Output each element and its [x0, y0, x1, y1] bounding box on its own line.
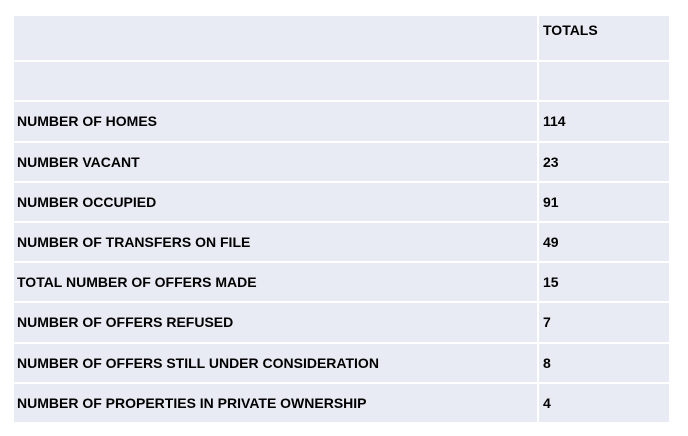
housing-statistics-table: TOTALS NUMBER OF HOMES 114 NUMBER VACANT…	[14, 14, 669, 424]
table-row: NUMBER OF OFFERS STILL UNDER CONSIDERATI…	[14, 343, 669, 382]
row-label: NUMBER VACANT	[14, 142, 539, 181]
row-value: 91	[539, 182, 669, 221]
row-label: NUMBER OF OFFERS REFUSED	[14, 303, 539, 342]
table-row	[14, 62, 669, 101]
row-label: NUMBER OF TRANSFERS ON FILE	[14, 222, 539, 262]
row-label: NUMBER OF PROPERTIES IN PRIVATE OWNERSHI…	[14, 383, 539, 422]
row-value: 7	[539, 303, 669, 342]
totals-header: TOTALS	[539, 16, 669, 61]
table-row: TOTAL NUMBER OF OFFERS MADE 15	[14, 263, 669, 302]
table-row: NUMBER OCCUPIED 91	[14, 182, 669, 221]
row-value: 23	[539, 142, 669, 181]
row-label	[14, 62, 539, 101]
row-label: NUMBER OCCUPIED	[14, 182, 539, 221]
table-header-row: TOTALS	[14, 16, 669, 61]
row-value: 15	[539, 263, 669, 302]
table-row: NUMBER OF PROPERTIES IN PRIVATE OWNERSHI…	[14, 383, 669, 422]
table-row: NUMBER VACANT 23	[14, 142, 669, 181]
table-row: NUMBER OF TRANSFERS ON FILE 49	[14, 222, 669, 262]
table-row: NUMBER OF OFFERS REFUSED 7	[14, 303, 669, 342]
row-value: 114	[539, 102, 669, 141]
row-value: 4	[539, 383, 669, 422]
row-label: NUMBER OF HOMES	[14, 102, 539, 141]
table-row: NUMBER OF HOMES 114	[14, 102, 669, 141]
row-value	[539, 62, 669, 101]
row-value: 49	[539, 222, 669, 262]
row-label: NUMBER OF OFFERS STILL UNDER CONSIDERATI…	[14, 343, 539, 382]
row-value: 8	[539, 343, 669, 382]
header-label-cell	[14, 16, 539, 61]
row-label: TOTAL NUMBER OF OFFERS MADE	[14, 263, 539, 302]
